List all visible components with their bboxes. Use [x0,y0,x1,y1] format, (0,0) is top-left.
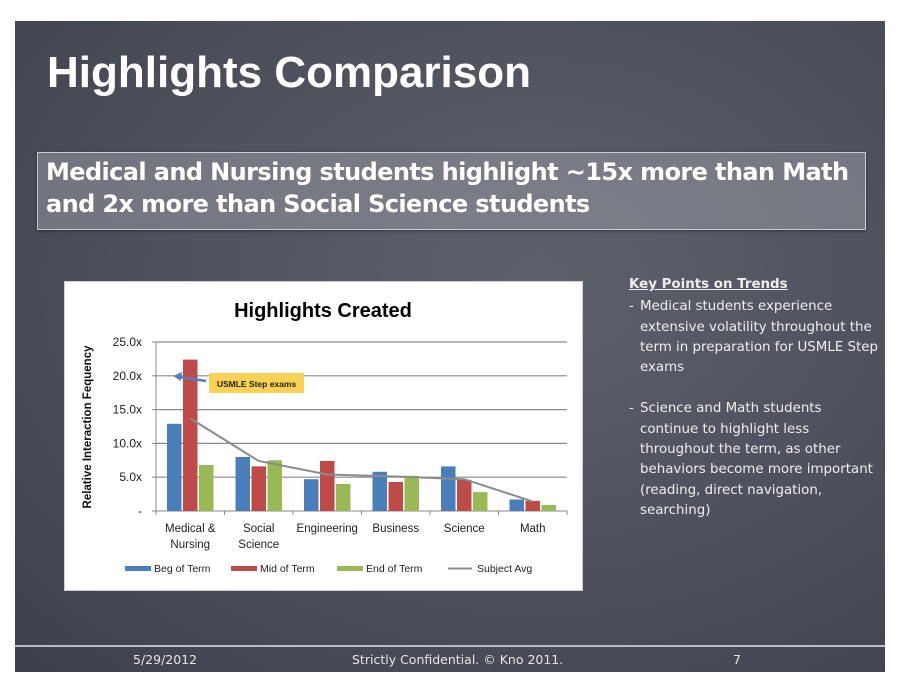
y-tick-label: 5.0x [119,470,142,484]
footer-date: 5/29/2012 [133,652,198,667]
subtitle-text: Medical and Nursing students highlight ~… [46,158,849,218]
key-point-item: - Science and Math students continue to … [629,399,879,521]
x-tick-label: Social [243,523,274,535]
chart-title: Highlights Created [234,300,412,322]
bar-beg-of-term [441,466,456,511]
legend-label: End of Term [366,563,423,575]
bar-mid-of-term [320,460,335,511]
bar-end-of-term [199,465,214,511]
bar-mid-of-term [457,479,472,511]
key-points-panel: Key Points on Trends - Medical students … [629,275,879,542]
bar-mid-of-term [251,466,266,511]
y-tick-label: 10.0x [113,436,142,450]
legend-swatch [125,566,151,571]
x-tick-label: Medical & [165,523,216,535]
subtitle-box: Medical and Nursing students highlight ~… [37,152,866,230]
bar-end-of-term [336,483,351,511]
bar-end-of-term [404,475,419,511]
y-tick-label: 15.0x [113,403,142,417]
arrowhead-icon [173,372,182,381]
x-tick-label: Science [238,539,279,551]
bar-end-of-term [541,504,556,511]
y-axis-label: Relative Interaction Fequency [82,345,94,509]
y-tick-label: 25.0x [113,335,142,349]
legend-label: Beg of Term [154,563,211,575]
line-subject-avg [189,417,534,503]
y-tick-label: - [138,504,142,518]
legend-label: Subject Avg [477,563,532,575]
key-point-text: Medical students experience extensive vo… [640,299,878,376]
bar-beg-of-term [372,471,387,511]
bullet-dash: - [629,299,634,315]
footer-page-number: 7 [733,652,741,667]
x-tick-label: Business [372,523,419,535]
slide-title: Highlights Comparison [47,48,531,97]
key-point-text: Science and Math students continue to hi… [640,401,873,518]
x-tick-label: Math [520,523,546,535]
bar-beg-of-term [509,499,524,511]
bar-end-of-term [267,460,282,511]
key-points-heading: Key Points on Trends [629,277,788,292]
annotation-arrow-icon [178,375,207,383]
bar-end-of-term [473,492,488,511]
x-tick-label: Nursing [170,539,210,551]
key-point-item: - Medical students experience extensive … [629,297,879,378]
x-tick-label: Engineering [297,523,358,535]
bar-beg-of-term [167,423,182,511]
legend-swatch [337,566,363,571]
chart-container: Highlights Created - 5.0x 10.0x 15.0x 20.0x 25… [64,281,583,591]
footer-divider [15,645,885,647]
slide: Highlights Comparison Medical and Nursin… [15,21,885,672]
bar-mid-of-term [525,500,540,511]
bar-beg-of-term [304,479,319,511]
bar-mid-of-term [388,481,403,511]
x-tick-label: Science [444,523,485,535]
bar-beg-of-term [235,456,250,511]
bar-chart: Highlights Created - 5.0x 10.0x 15.0x 20.0x 25… [82,300,568,575]
legend-swatch [231,566,257,571]
annotation-text: USMLE Step exams [217,379,297,389]
legend-label: Mid of Term [260,563,315,575]
bullet-dash: - [629,401,634,417]
annotation-callout [209,373,304,393]
y-tick-label: 20.0x [113,369,142,383]
footer-confidential: Strictly Confidential. © Kno 2011. [352,652,564,667]
bar-mid-of-term [183,359,198,511]
